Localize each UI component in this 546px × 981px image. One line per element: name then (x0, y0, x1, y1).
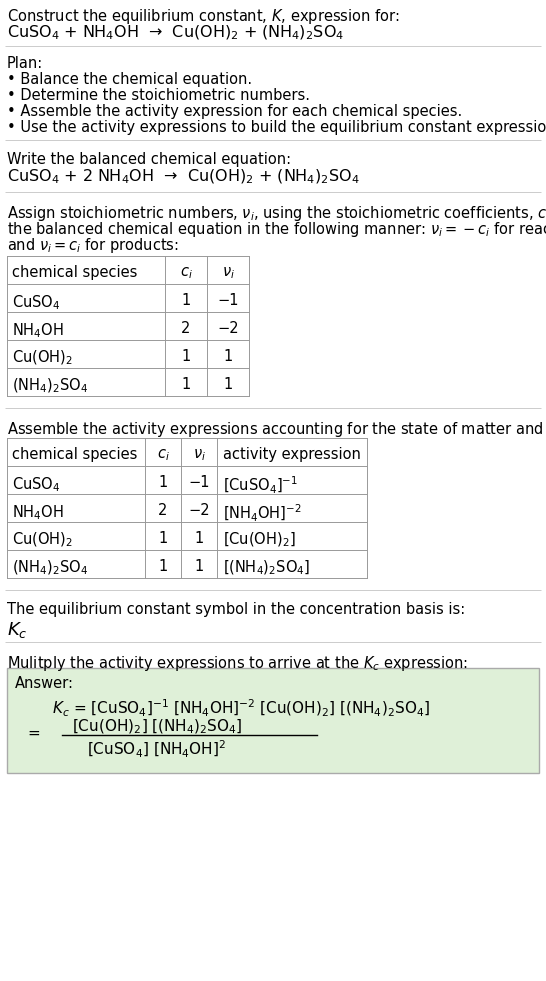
Text: [CuSO$_4$]$^{-1}$: [CuSO$_4$]$^{-1}$ (223, 475, 298, 496)
Text: 1: 1 (181, 349, 191, 364)
Text: (NH$_4$)$_2$SO$_4$: (NH$_4$)$_2$SO$_4$ (12, 559, 88, 578)
FancyBboxPatch shape (7, 668, 539, 773)
Text: CuSO$_4$: CuSO$_4$ (12, 293, 61, 312)
Text: −1: −1 (217, 293, 239, 308)
Text: 1: 1 (181, 377, 191, 392)
Text: • Determine the stoichiometric numbers.: • Determine the stoichiometric numbers. (7, 88, 310, 103)
Text: $\nu_i$: $\nu_i$ (222, 265, 234, 281)
Text: Cu(OH)$_2$: Cu(OH)$_2$ (12, 531, 73, 549)
Text: −2: −2 (188, 503, 210, 518)
Text: 1: 1 (181, 293, 191, 308)
Text: activity expression: activity expression (223, 447, 361, 462)
Text: • Balance the chemical equation.: • Balance the chemical equation. (7, 72, 252, 87)
Text: Construct the equilibrium constant, $K$, expression for:: Construct the equilibrium constant, $K$,… (7, 7, 400, 26)
Text: 2: 2 (158, 503, 168, 518)
Text: −1: −1 (188, 475, 210, 490)
Text: Mulitply the activity expressions to arrive at the $K_c$ expression:: Mulitply the activity expressions to arr… (7, 654, 468, 673)
Text: 2: 2 (181, 321, 191, 336)
Text: Assemble the activity expressions accounting for the state of matter and $\nu_i$: Assemble the activity expressions accoun… (7, 420, 546, 439)
Text: 1: 1 (194, 559, 204, 574)
Text: [CuSO$_4$] [NH$_4$OH]$^2$: [CuSO$_4$] [NH$_4$OH]$^2$ (87, 739, 226, 760)
Text: Answer:: Answer: (15, 676, 74, 691)
Text: 1: 1 (194, 531, 204, 546)
Text: CuSO$_4$: CuSO$_4$ (12, 475, 61, 493)
Text: Plan:: Plan: (7, 56, 43, 71)
Text: [Cu(OH)$_2$]: [Cu(OH)$_2$] (223, 531, 296, 549)
Text: Cu(OH)$_2$: Cu(OH)$_2$ (12, 349, 73, 368)
Text: 1: 1 (158, 559, 168, 574)
Text: The equilibrium constant symbol in the concentration basis is:: The equilibrium constant symbol in the c… (7, 602, 465, 617)
Text: 1: 1 (223, 349, 233, 364)
Text: CuSO$_4$ + 2 NH$_4$OH  →  Cu(OH)$_2$ + (NH$_4$)$_2$SO$_4$: CuSO$_4$ + 2 NH$_4$OH → Cu(OH)$_2$ + (NH… (7, 168, 360, 186)
Text: (NH$_4$)$_2$SO$_4$: (NH$_4$)$_2$SO$_4$ (12, 377, 88, 395)
Text: chemical species: chemical species (12, 265, 138, 280)
Text: $c_i$: $c_i$ (157, 447, 169, 463)
Text: [(NH$_4$)$_2$SO$_4$]: [(NH$_4$)$_2$SO$_4$] (223, 559, 310, 578)
Text: CuSO$_4$ + NH$_4$OH  →  Cu(OH)$_2$ + (NH$_4$)$_2$SO$_4$: CuSO$_4$ + NH$_4$OH → Cu(OH)$_2$ + (NH$_… (7, 24, 345, 42)
Text: =: = (27, 726, 40, 741)
Text: chemical species: chemical species (12, 447, 138, 462)
Text: • Assemble the activity expression for each chemical species.: • Assemble the activity expression for e… (7, 104, 462, 119)
Text: • Use the activity expressions to build the equilibrium constant expression.: • Use the activity expressions to build … (7, 120, 546, 135)
Text: $K_c$ = [CuSO$_4$]$^{-1}$ [NH$_4$OH]$^{-2}$ [Cu(OH)$_2$] [(NH$_4$)$_2$SO$_4$]: $K_c$ = [CuSO$_4$]$^{-1}$ [NH$_4$OH]$^{-… (52, 698, 430, 719)
Text: [Cu(OH)$_2$] [(NH$_4$)$_2$SO$_4$]: [Cu(OH)$_2$] [(NH$_4$)$_2$SO$_4$] (72, 718, 242, 737)
Text: 1: 1 (158, 531, 168, 546)
Text: and $\nu_i = c_i$ for products:: and $\nu_i = c_i$ for products: (7, 236, 179, 255)
Text: $\nu_i$: $\nu_i$ (193, 447, 205, 463)
Text: Write the balanced chemical equation:: Write the balanced chemical equation: (7, 152, 291, 167)
Text: the balanced chemical equation in the following manner: $\nu_i = -c_i$ for react: the balanced chemical equation in the fo… (7, 220, 546, 239)
Text: 1: 1 (223, 377, 233, 392)
Text: Assign stoichiometric numbers, $\nu_i$, using the stoichiometric coefficients, $: Assign stoichiometric numbers, $\nu_i$, … (7, 204, 546, 223)
Text: $c_i$: $c_i$ (180, 265, 192, 281)
Text: $K_c$: $K_c$ (7, 620, 27, 640)
Text: −2: −2 (217, 321, 239, 336)
Text: 1: 1 (158, 475, 168, 490)
Text: NH$_4$OH: NH$_4$OH (12, 321, 63, 339)
Text: NH$_4$OH: NH$_4$OH (12, 503, 63, 522)
Text: [NH$_4$OH]$^{-2}$: [NH$_4$OH]$^{-2}$ (223, 503, 301, 524)
